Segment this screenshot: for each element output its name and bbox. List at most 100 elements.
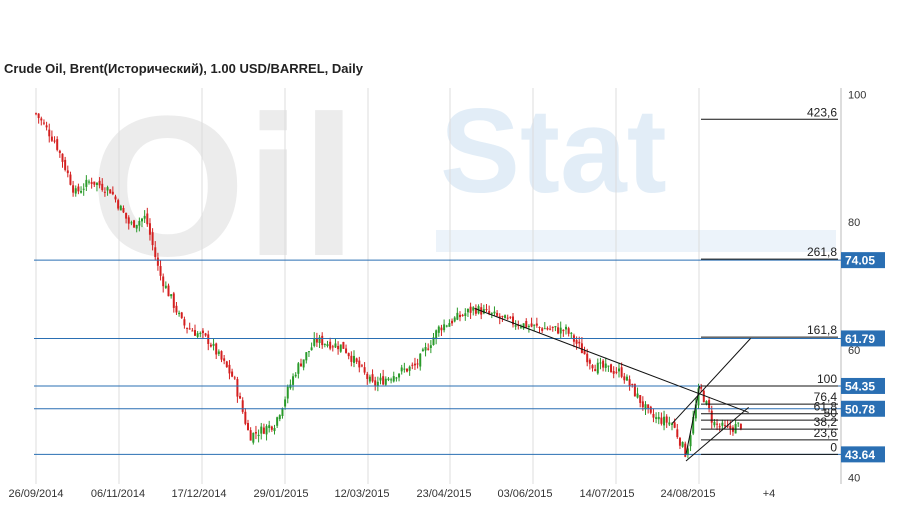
candle-body bbox=[178, 312, 181, 315]
candle-body bbox=[353, 355, 355, 363]
candle-body bbox=[522, 323, 525, 329]
candle-body bbox=[575, 340, 578, 344]
candle-body bbox=[162, 276, 165, 287]
candle-body bbox=[713, 422, 716, 426]
candle-body bbox=[594, 369, 597, 372]
candle-body bbox=[363, 367, 366, 373]
candle-body bbox=[610, 364, 613, 373]
candle-body bbox=[710, 410, 713, 423]
candle-body bbox=[143, 215, 146, 219]
candle-body bbox=[551, 326, 554, 328]
candle-body bbox=[48, 129, 51, 137]
level-badge bbox=[841, 377, 885, 394]
fib-level-label: 61,8 bbox=[814, 400, 838, 414]
candle-body bbox=[53, 140, 56, 142]
x-tick-label: 29/01/2015 bbox=[253, 488, 308, 500]
candle-body bbox=[681, 442, 684, 447]
candle-body bbox=[337, 345, 340, 350]
candle-body bbox=[599, 362, 602, 364]
candle-body bbox=[300, 363, 302, 367]
candle-body bbox=[119, 205, 122, 211]
candle-body bbox=[400, 367, 403, 372]
candle-body bbox=[488, 310, 491, 314]
candle-body bbox=[172, 293, 175, 308]
candle-body bbox=[194, 330, 196, 336]
candle-body bbox=[512, 316, 514, 325]
x-tick-label: 17/12/2014 bbox=[171, 488, 226, 500]
candle-body bbox=[671, 423, 673, 425]
candle-body bbox=[705, 400, 708, 405]
candle-body bbox=[302, 359, 305, 368]
candle-body bbox=[602, 360, 605, 368]
candle-body bbox=[416, 363, 419, 365]
candle-body bbox=[252, 432, 255, 443]
candle-body bbox=[607, 365, 610, 367]
candle-body bbox=[724, 425, 726, 427]
candle-body bbox=[543, 328, 546, 330]
candle-body bbox=[141, 218, 143, 222]
candle-body bbox=[273, 428, 276, 432]
candle-body bbox=[615, 371, 618, 373]
candle-body bbox=[315, 338, 318, 343]
fib-level-label: 423,6 bbox=[807, 105, 837, 119]
fib-level-label: 161,8 bbox=[807, 323, 837, 337]
candle-body bbox=[209, 344, 212, 347]
candle-body bbox=[167, 285, 170, 297]
candle-body bbox=[472, 307, 475, 311]
candle-body bbox=[329, 341, 332, 349]
candle-body bbox=[148, 223, 151, 235]
candle-body bbox=[58, 150, 61, 153]
candle-body bbox=[159, 266, 162, 276]
candle-body bbox=[557, 327, 560, 334]
candle-body bbox=[525, 320, 528, 328]
candle-body bbox=[241, 400, 244, 412]
candle-body bbox=[69, 174, 72, 185]
trend-line-support bbox=[685, 406, 749, 462]
candle-body bbox=[133, 220, 136, 228]
candle-body bbox=[435, 330, 438, 340]
candle-body bbox=[657, 416, 660, 420]
level-badge-label: 50.78 bbox=[845, 402, 875, 416]
candle-body bbox=[77, 186, 80, 192]
candle-body bbox=[591, 365, 594, 369]
candle-body bbox=[339, 344, 342, 352]
candle-body bbox=[644, 404, 647, 410]
y-axis: 100 80 60 40 bbox=[848, 89, 866, 484]
candle-body bbox=[466, 308, 469, 313]
x-tick-label: 06/11/2014 bbox=[91, 488, 145, 500]
candle-body bbox=[461, 314, 464, 316]
candle-body bbox=[689, 435, 692, 447]
watermark-stat: Stat bbox=[440, 84, 667, 218]
candle-body bbox=[37, 113, 40, 119]
candle-body bbox=[90, 182, 93, 184]
candle-body bbox=[498, 316, 501, 319]
candle-body bbox=[82, 188, 85, 190]
candle-body bbox=[101, 183, 104, 191]
candle-body bbox=[199, 332, 202, 334]
candle-body bbox=[382, 376, 385, 385]
candle-body bbox=[307, 351, 310, 353]
candle-body bbox=[342, 341, 345, 349]
candle-body bbox=[387, 378, 390, 381]
candle-body bbox=[588, 359, 591, 364]
candle-body bbox=[660, 417, 663, 424]
candle-body bbox=[652, 413, 655, 418]
candle-body bbox=[538, 327, 541, 329]
candle-body bbox=[469, 306, 472, 313]
candle-body bbox=[549, 328, 552, 330]
candle-body bbox=[247, 423, 249, 431]
level-badge bbox=[841, 400, 885, 417]
horizontal-levels: 74.05 61.79 54.35 50.78 43.64 bbox=[34, 252, 885, 463]
candle-body bbox=[292, 376, 295, 385]
candle-body bbox=[350, 355, 353, 362]
fib-level-label: 0 bbox=[830, 440, 837, 454]
candle-body bbox=[530, 323, 533, 327]
candle-body bbox=[384, 378, 387, 385]
candle-body bbox=[204, 333, 207, 336]
candle-body bbox=[504, 315, 507, 319]
candle-body bbox=[284, 399, 287, 407]
candle-body bbox=[514, 325, 517, 327]
level-badge-label: 74.05 bbox=[845, 254, 875, 268]
candle-body bbox=[390, 379, 393, 381]
